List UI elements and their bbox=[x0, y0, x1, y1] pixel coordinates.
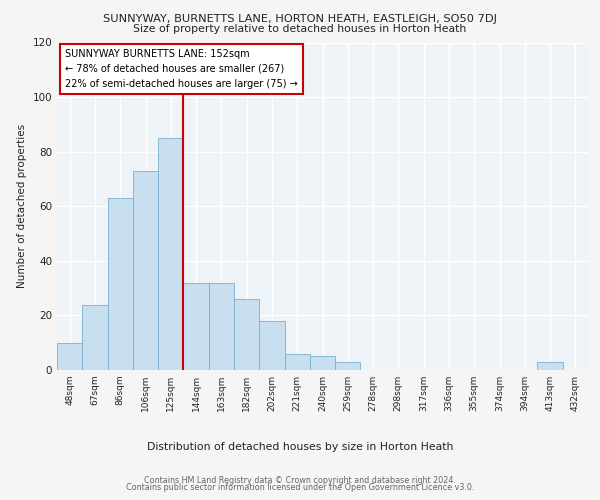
Text: Contains public sector information licensed under the Open Government Licence v3: Contains public sector information licen… bbox=[126, 483, 474, 492]
Bar bbox=[284, 354, 310, 370]
Bar bbox=[335, 362, 361, 370]
Bar bbox=[310, 356, 335, 370]
Bar bbox=[158, 138, 184, 370]
Bar bbox=[107, 198, 133, 370]
Bar bbox=[234, 299, 259, 370]
Bar bbox=[133, 171, 158, 370]
Text: SUNNYWAY, BURNETTS LANE, HORTON HEATH, EASTLEIGH, SO50 7DJ: SUNNYWAY, BURNETTS LANE, HORTON HEATH, E… bbox=[103, 14, 497, 24]
Bar bbox=[184, 282, 209, 370]
Text: Contains HM Land Registry data © Crown copyright and database right 2024.: Contains HM Land Registry data © Crown c… bbox=[144, 476, 456, 485]
Y-axis label: Number of detached properties: Number of detached properties bbox=[17, 124, 27, 288]
Bar bbox=[57, 342, 82, 370]
Bar bbox=[538, 362, 563, 370]
Text: Distribution of detached houses by size in Horton Heath: Distribution of detached houses by size … bbox=[147, 442, 453, 452]
Text: Size of property relative to detached houses in Horton Heath: Size of property relative to detached ho… bbox=[133, 24, 467, 34]
Bar bbox=[259, 321, 284, 370]
Bar bbox=[82, 304, 107, 370]
Bar bbox=[209, 282, 234, 370]
Text: SUNNYWAY BURNETTS LANE: 152sqm
← 78% of detached houses are smaller (267)
22% of: SUNNYWAY BURNETTS LANE: 152sqm ← 78% of … bbox=[65, 49, 298, 88]
